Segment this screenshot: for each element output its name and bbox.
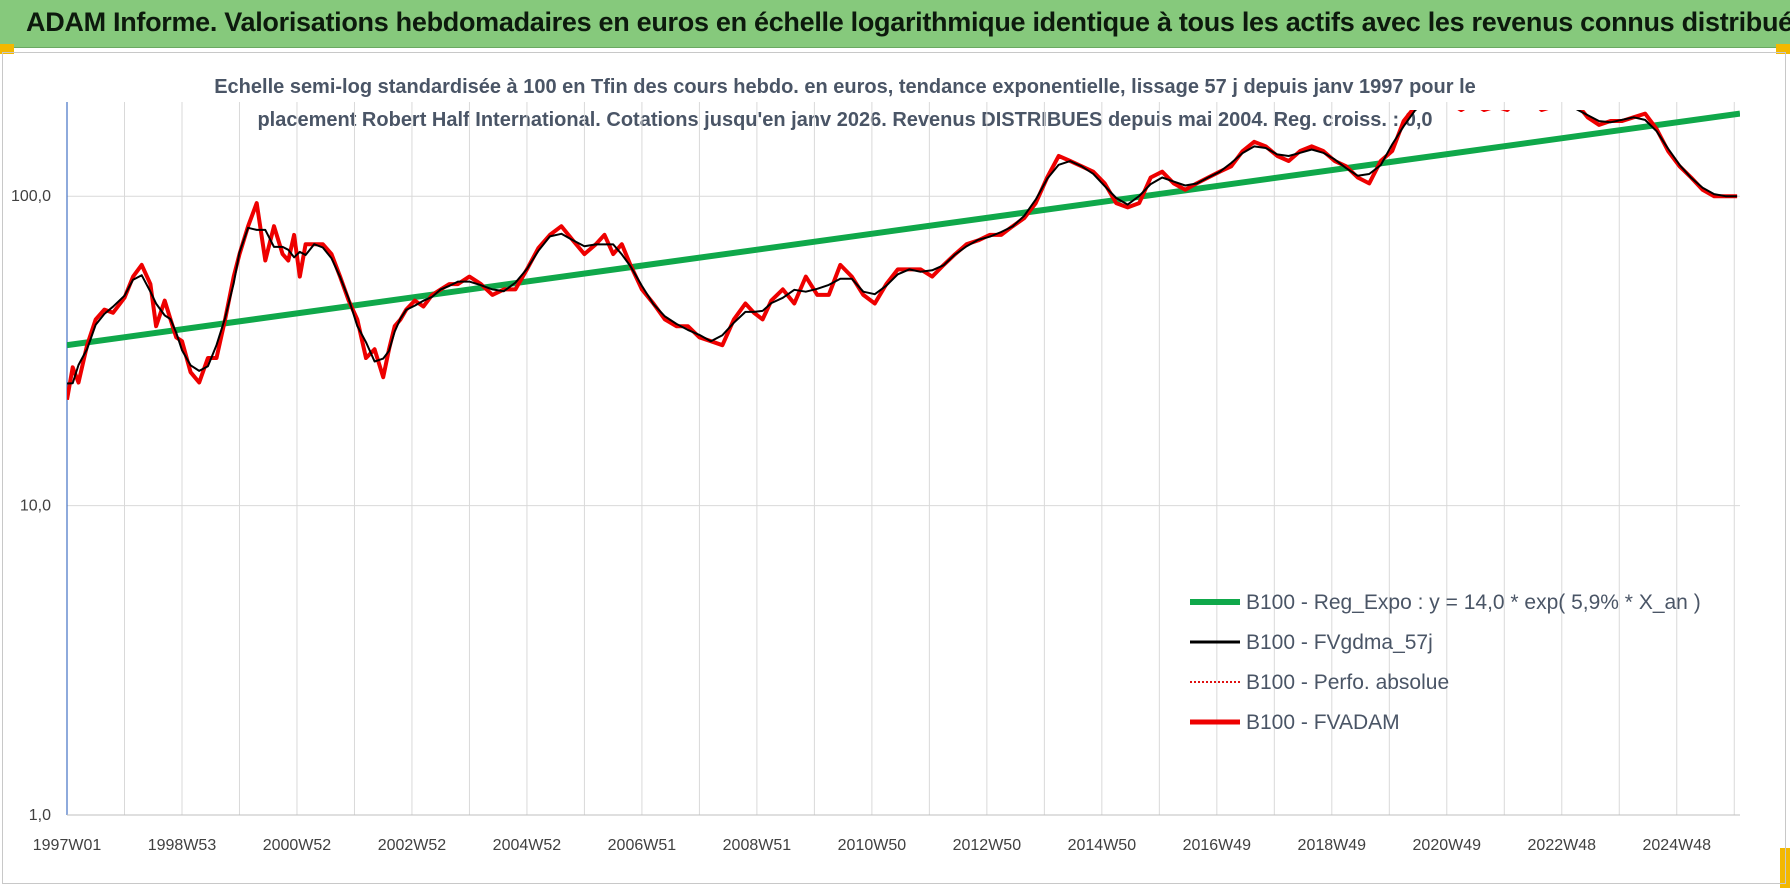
x-tick-label: 2008W51	[723, 837, 792, 854]
x-tick-label: 2020W49	[1413, 837, 1482, 854]
x-tick-label: 2014W50	[1068, 837, 1137, 854]
x-tick-label: 2022W48	[1528, 837, 1597, 854]
title-banner: ADAM Informe. Valorisations hebdomadaire…	[0, 0, 1790, 48]
legend-label: B100 - Reg_Expo : y = 14,0 * exp( 5,9% *…	[1246, 591, 1701, 614]
corner-marker-right	[1776, 44, 1790, 54]
legend-label: B100 - FVgdma_57j	[1246, 631, 1433, 654]
x-tick-label: 2012W50	[953, 837, 1022, 854]
series-line-reg-expo	[67, 110, 1740, 349]
legend-label: B100 - Perfo. absolue	[1246, 671, 1449, 694]
x-tick-label: 2010W50	[838, 837, 907, 854]
page-title: ADAM Informe. Valorisations hebdomadaire…	[26, 7, 1790, 37]
chart-subtitle-line1: Echelle semi-log standardisée à 100 en T…	[214, 76, 1476, 98]
chart-subtitle-line2: placement Robert Half International. Cot…	[257, 109, 1433, 131]
legend-label: B100 - FVADAM	[1246, 711, 1400, 734]
x-tick-label: 2002W52	[378, 837, 447, 854]
x-tick-label: 2016W49	[1183, 837, 1252, 854]
x-tick-label: 2006W51	[608, 837, 677, 854]
x-tick-label: 2024W48	[1643, 837, 1712, 854]
x-tick-label: 2004W52	[493, 837, 562, 854]
series-line-fvgdma	[67, 110, 1738, 385]
series-line-fvadam	[67, 110, 1738, 401]
x-tick-label: 1998W53	[148, 837, 217, 854]
y-tick-label: 100,0	[11, 188, 51, 205]
x-tick-label: 1997W01	[33, 837, 102, 854]
x-tick-label: 2000W52	[263, 837, 332, 854]
y-tick-label: 10,0	[20, 498, 51, 515]
x-tick-label: 2018W49	[1298, 837, 1367, 854]
corner-marker-left	[0, 44, 14, 54]
chart-frame	[2, 52, 1786, 884]
y-tick-label: 1,0	[29, 807, 51, 824]
